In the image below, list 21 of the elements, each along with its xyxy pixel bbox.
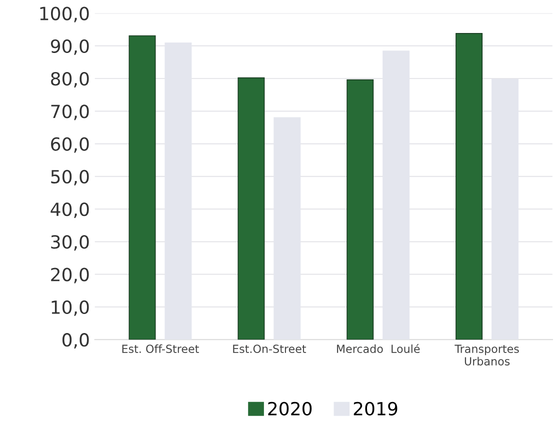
- y-tick-label: 30,0: [51, 235, 89, 251]
- bar: [346, 79, 374, 340]
- x-tick-label: Est.On-Street: [233, 344, 306, 354]
- y-tick-label: 80,0: [51, 72, 89, 88]
- y-tick-label: 70,0: [51, 104, 89, 120]
- y-tick-label: 60,0: [51, 137, 89, 153]
- bar: [238, 77, 265, 340]
- y-tick-label: 40,0: [50, 202, 89, 218]
- legend-label: 2020: [268, 402, 312, 416]
- y-tick-label: 10,0: [52, 300, 89, 316]
- y-tick-label: 100,0: [40, 6, 89, 22]
- x-tick-label: Transportes Urbanos: [454, 344, 519, 366]
- bar: [128, 35, 156, 340]
- y-tick-label: 0,0: [62, 333, 89, 349]
- legend-label: 2019: [354, 402, 398, 416]
- y-tick-label: 20,0: [51, 268, 89, 284]
- bar: [456, 33, 483, 340]
- x-tick-label: Est. Off-Street: [122, 344, 199, 354]
- y-tick-label: 50,0: [51, 170, 89, 186]
- x-tick-label: Mercado Loulé: [337, 344, 420, 354]
- y-tick-label: 90,0: [50, 39, 89, 55]
